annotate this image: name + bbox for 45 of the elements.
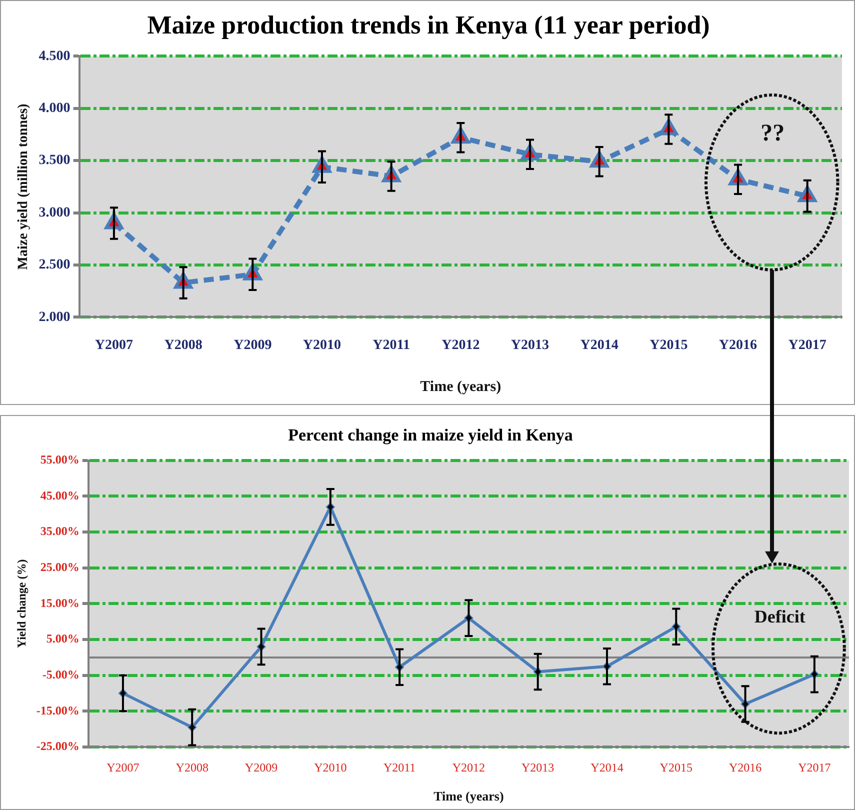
y-tick-label: 3.500 xyxy=(38,153,70,168)
x-tick-label: Y2016 xyxy=(718,338,758,354)
x-tick-label: Y2010 xyxy=(314,760,347,774)
x-tick-label: Y2014 xyxy=(580,338,618,354)
x-tick-label: Y2010 xyxy=(302,338,342,354)
x-tick-label: Y2017 xyxy=(798,760,831,774)
x-axis-title: Time (years) xyxy=(420,378,502,395)
x-tick-label: Y2012 xyxy=(452,760,486,774)
y-axis-title: Yield change (%) xyxy=(14,559,28,648)
x-tick-label: Y2011 xyxy=(383,760,416,774)
x-tick-label: Y2015 xyxy=(660,760,692,774)
x-tick-label: Y2008 xyxy=(164,338,202,354)
y-tick-label: 35.00% xyxy=(40,524,80,538)
y-tick-label: 55.00% xyxy=(40,452,80,466)
y-tick-label: 5.00% xyxy=(46,632,80,646)
annotation: ?? xyxy=(760,120,785,147)
y-axis-title: Maize yield (million tonnes) xyxy=(16,103,32,270)
x-tick-label: Y2009 xyxy=(234,338,272,354)
x-tick-label: Y2017 xyxy=(788,338,826,354)
x-tick-label: Y2008 xyxy=(176,760,208,774)
x-tick-label: Y2013 xyxy=(522,760,554,774)
x-tick-label: Y2011 xyxy=(372,338,410,354)
x-tick-label: Y2015 xyxy=(650,338,688,354)
x-tick-label: Y2016 xyxy=(728,760,762,774)
y-tick-label: 15.00% xyxy=(40,596,80,610)
y-tick-label: 3.000 xyxy=(38,205,70,220)
y-tick-label: 2.500 xyxy=(38,258,70,273)
y-tick-label: 2.000 xyxy=(38,310,70,325)
x-axis-title: Time (years) xyxy=(434,788,504,804)
x-tick-label: Y2009 xyxy=(244,760,278,774)
y-tick-label: 4.500 xyxy=(38,48,70,64)
y-tick-label: -15.00% xyxy=(36,703,80,718)
y-tick-label: 4.000 xyxy=(38,101,70,116)
chart-title: Percent change in maize yield in Kenya xyxy=(288,426,574,445)
chart-title: Maize production trends in Kenya (11 year period) xyxy=(147,10,710,40)
x-tick-label: Y2014 xyxy=(590,760,624,774)
y-tick-label: -25.00% xyxy=(36,739,80,754)
y-tick-label: -5.00% xyxy=(42,667,80,682)
y-tick-label: 25.00% xyxy=(40,560,80,574)
x-tick-label: Y2013 xyxy=(510,338,550,354)
annotation: Deficit xyxy=(754,606,806,627)
x-tick-label: Y2007 xyxy=(106,760,140,774)
x-tick-label: Y2012 xyxy=(442,338,480,354)
y-tick-label: 45.00% xyxy=(40,488,80,502)
x-tick-label: Y2007 xyxy=(94,338,134,354)
